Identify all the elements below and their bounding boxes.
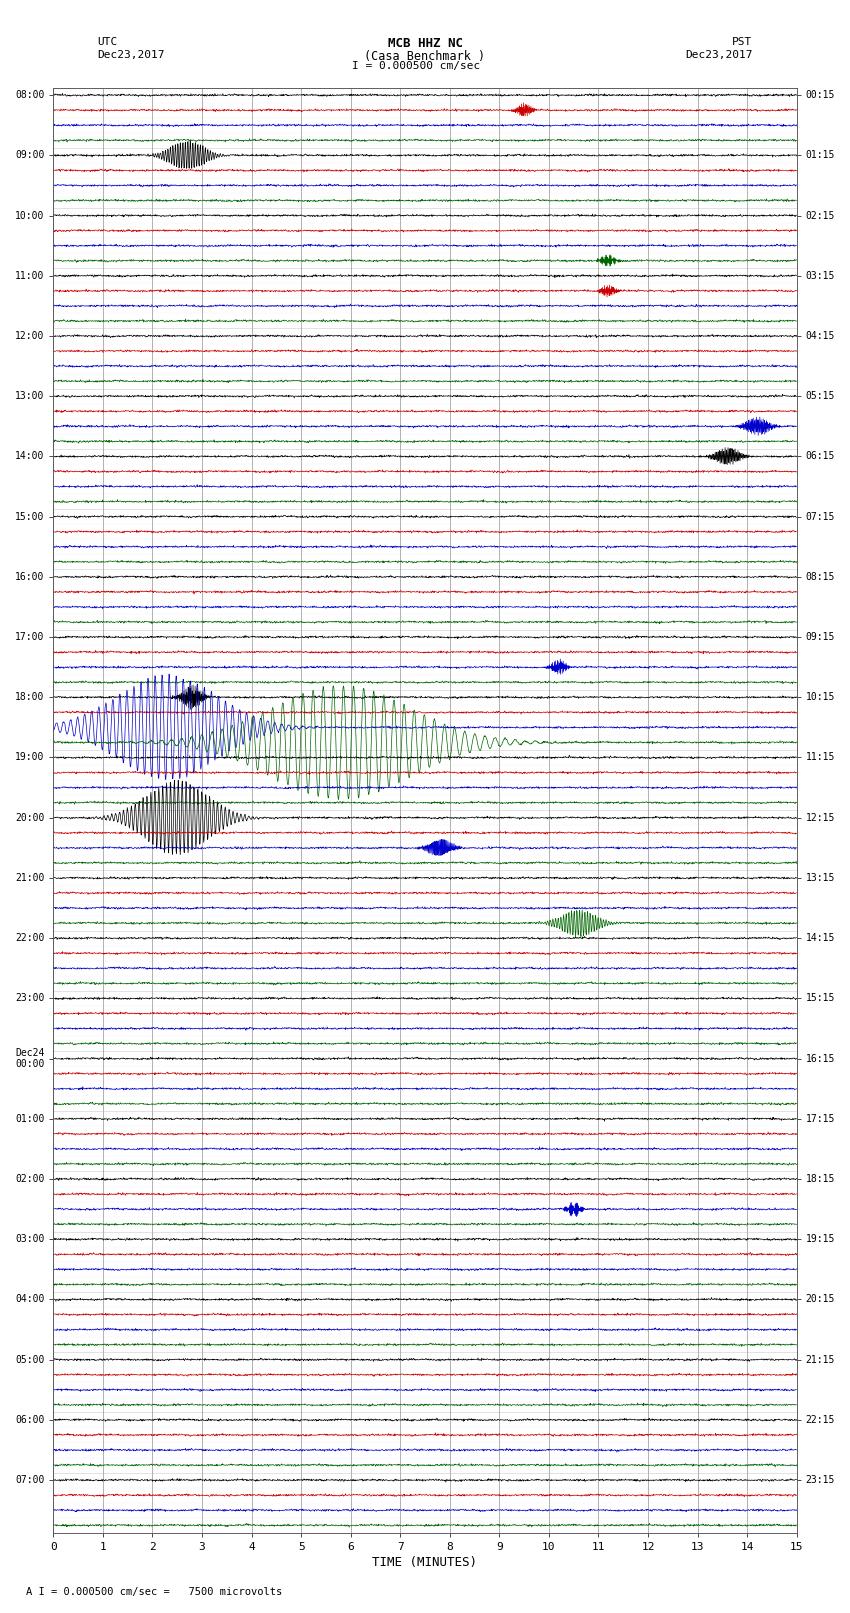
- Text: MCB HHZ NC: MCB HHZ NC: [388, 37, 462, 50]
- Text: UTC: UTC: [98, 37, 118, 47]
- Text: I = 0.000500 cm/sec: I = 0.000500 cm/sec: [353, 61, 480, 71]
- X-axis label: TIME (MINUTES): TIME (MINUTES): [372, 1557, 478, 1569]
- Text: PST: PST: [732, 37, 752, 47]
- Text: Dec23,2017: Dec23,2017: [685, 50, 752, 60]
- Text: (Casa Benchmark ): (Casa Benchmark ): [365, 50, 485, 63]
- Text: Dec23,2017: Dec23,2017: [98, 50, 165, 60]
- Text: A I = 0.000500 cm/sec =   7500 microvolts: A I = 0.000500 cm/sec = 7500 microvolts: [26, 1587, 281, 1597]
